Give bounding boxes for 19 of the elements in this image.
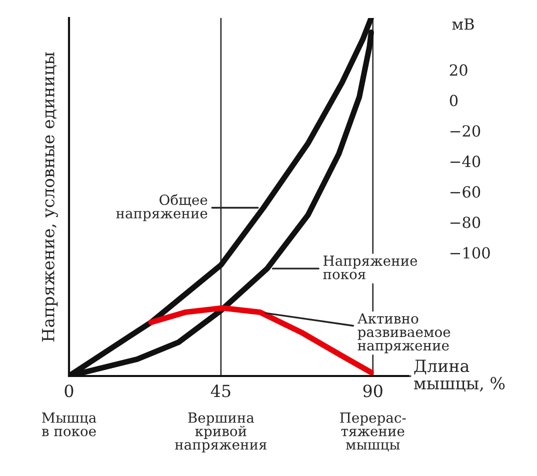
text: Напряжение покоя [323, 256, 418, 280]
y-axis-title: Напряжение, условные единицы [42, 52, 58, 342]
y2-tick-label: −100 [450, 247, 490, 259]
text: Общее напряжение [116, 194, 208, 222]
y2-tick-label: −40 [450, 156, 480, 168]
y2-axis-title: мВ [452, 18, 474, 30]
x-tick-label: 90 [363, 384, 382, 398]
y2-tick-label: 0 [450, 94, 458, 106]
x-axis-title: Длина мышцы, % [414, 360, 505, 392]
y2-tick-label: −60 [450, 186, 480, 198]
series-label: Активно развиваемое напряжение [357, 313, 450, 354]
text: Перерас- тяжение мышцы [340, 412, 406, 452]
y2-tick-label: −80 [450, 216, 480, 228]
x-tick-label: 0 [64, 384, 74, 398]
y2-tick-label: 20 [450, 64, 468, 76]
text: Мышца в покое [42, 412, 96, 436]
y2-tick-label: −20 [450, 125, 480, 137]
x-tick-label: 45 [210, 384, 230, 398]
text: Вершина кривой напряжения [175, 412, 267, 452]
